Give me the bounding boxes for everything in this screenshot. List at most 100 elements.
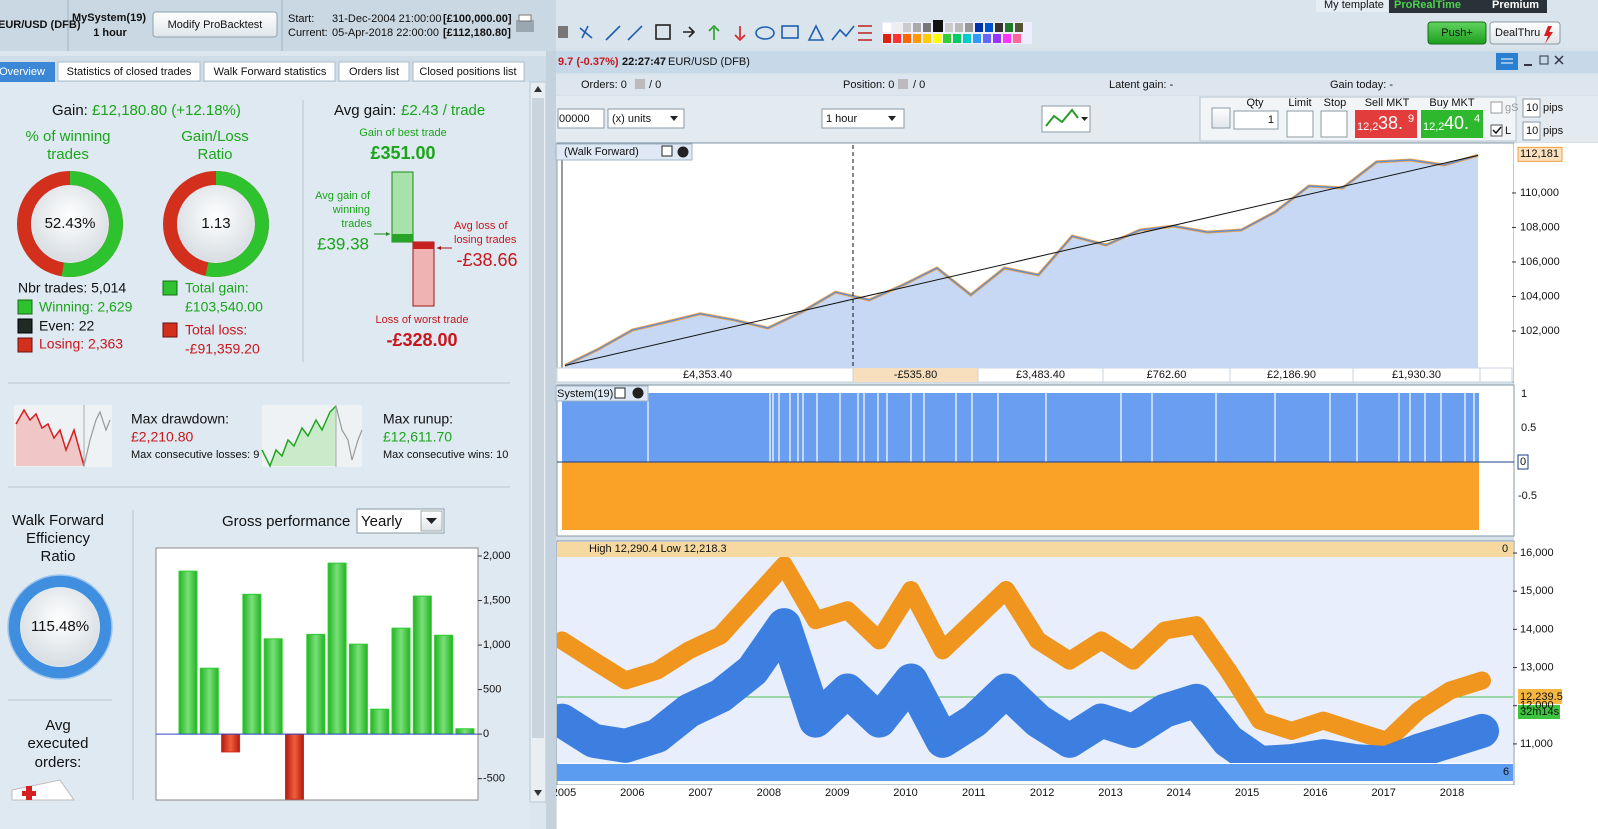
sell-price[interactable]: 12,2 [1357,121,1378,133]
limit-button[interactable] [1286,110,1314,138]
timeframe-select-label[interactable]: 1 hour [826,113,858,125]
settings-button[interactable] [1211,107,1231,129]
timeframe: 1 hour [93,27,127,39]
sell-price[interactable]: 38. [1378,113,1403,133]
orders-title: Avg [45,717,71,734]
orders-icon [11,779,75,801]
qty-input[interactable] [1233,110,1279,130]
buy-price[interactable]: 4 [1474,113,1480,125]
color-swatches[interactable] [882,20,1032,44]
x-tick-label: 2014 [1167,787,1191,799]
tab[interactable] [203,61,336,82]
y-tick-label: 110,000 [1520,187,1559,199]
price-change: 9.7 (-0.37%) [558,56,619,68]
period-select-label[interactable]: Yearly [361,513,403,530]
total-loss: -£91,359.20 [185,341,260,357]
push-button-label[interactable]: Push+ [1441,27,1473,39]
wf-title: Efficiency [26,530,90,547]
price-box [1518,689,1562,704]
timer: 32m14s [1520,706,1560,718]
tab-label[interactable]: Walk Forward statistics [214,66,327,78]
tab[interactable] [57,61,201,82]
y-tick-label: 1,000 [483,639,511,651]
consecutive-losses: Max consecutive losses: 9 [131,449,259,461]
x-tick-label: 2017 [1371,787,1395,799]
gs-checkbox[interactable] [1490,101,1503,114]
tab[interactable] [0,62,55,82]
template[interactable]: My template [1324,0,1384,11]
runup: £12,611.70 [383,429,452,445]
equity-line [564,154,1479,367]
best: £351.00 [370,143,435,163]
tab[interactable] [338,61,410,82]
indicator-tick-label: 1 [1521,388,1527,400]
y-tick-label: 12,000 [1520,700,1554,712]
win-title: % of winning [25,128,110,145]
ratio-title: Gain/Loss [181,128,249,145]
drawdown-sparkline [14,405,112,467]
drawing-tools[interactable] [558,24,872,42]
tab-label[interactable]: Closed positions list [419,66,516,78]
buy-price[interactable]: 40. [1444,113,1469,133]
indicator-title: System(19) [557,388,613,400]
drawdown-label: Max drawdown: [131,411,229,427]
modify-button[interactable] [152,11,278,38]
tab-label[interactable]: Statistics of closed trades [67,66,192,78]
units-select-label[interactable]: (x) units [612,113,652,125]
platform-window: My template ProRealTime Premium Push+ De… [555,0,1598,829]
buy-price[interactable]: 12,2 [1423,121,1444,133]
timeframe-select[interactable] [821,108,905,129]
drawdown: £2,210.80 [131,429,193,445]
y-tick-label: 15,000 [1520,585,1554,597]
limit-label[interactable]: Limit [1288,97,1311,109]
bar [434,634,454,735]
start-capital: [£100,000.00] [443,13,512,25]
qty-value[interactable]: 1 [1268,114,1274,126]
pips-value[interactable]: 10 [1526,102,1538,114]
pips-value[interactable]: 10 [1526,125,1538,137]
wf-title: Ratio [40,548,75,565]
x-tick-label: 2008 [757,787,781,799]
sell-label: Sell MKT [1365,97,1410,109]
tab-label[interactable]: Overview [0,66,45,78]
x-tick-label: 2006 [620,787,644,799]
push-button[interactable] [1427,21,1487,45]
title-box [555,143,693,161]
quantity-field[interactable] [557,108,605,129]
units-select[interactable] [607,108,685,129]
tab-label[interactable]: Orders list [349,66,399,78]
price-line [557,608,1499,763]
even: Even: 22 [39,318,94,334]
bar [199,667,219,735]
dealthru-button-label[interactable]: DealThru [1495,27,1540,39]
segment-gain: £1,930.30 [1392,369,1441,381]
avg-gain-label: Avg gain: [334,102,396,119]
ratio: 1.13 [201,215,230,232]
window-controls[interactable] [1496,53,1564,70]
modify-button-label[interactable]: Modify ProBacktest [168,19,263,31]
chart-type-button[interactable] [1041,105,1091,133]
y-tick-label: 102,000 [1520,325,1560,337]
brand: ProRealTime [1394,0,1461,11]
stop-button[interactable] [1320,110,1348,138]
bar [370,708,390,735]
buy-button[interactable] [1421,110,1483,138]
print-icon[interactable] [516,14,534,32]
stop-label[interactable]: Stop [1324,97,1347,109]
y-tick-label: 2,000 [483,550,511,562]
avg-win-label: trades [341,218,372,230]
tab[interactable] [412,61,525,82]
dealthru-button[interactable] [1489,21,1561,45]
y-tick-label: 13,000 [1520,661,1554,673]
segment-gain: £3,483.40 [1016,369,1065,381]
runup-label: Max runup: [383,411,453,427]
y-tick-label: 104,000 [1520,290,1560,302]
l-checkbox[interactable] [1490,124,1503,137]
clock: 22:27:47 [622,56,666,68]
runup-sparkline [261,405,363,468]
bar [263,638,283,735]
sell-price[interactable]: 9 [1408,113,1414,125]
sell-button[interactable] [1355,110,1417,138]
quantity-field-value[interactable]: 00000 [559,113,590,125]
current-label: Current: [288,27,328,39]
